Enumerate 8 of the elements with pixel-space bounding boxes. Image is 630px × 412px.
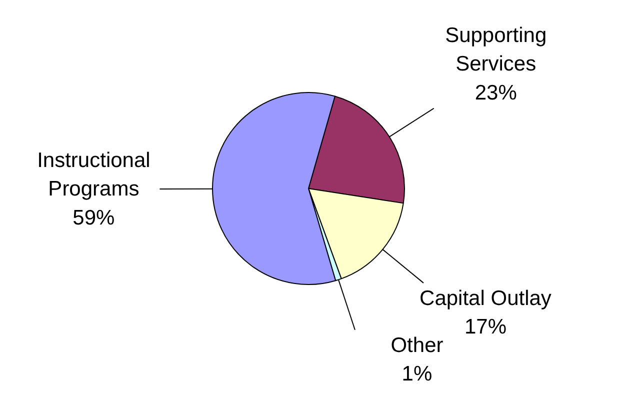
data-label: 17%: [464, 316, 506, 339]
data-label: 23%: [474, 81, 517, 104]
data-label: 59%: [72, 206, 115, 230]
slice-label: Other: [390, 334, 444, 357]
slice-label: Supporting Services: [445, 24, 547, 76]
slice-label: Capital Outlay: [420, 286, 552, 310]
slice-label: Instructional Programs: [37, 148, 150, 201]
data-label: 1%: [402, 362, 432, 386]
